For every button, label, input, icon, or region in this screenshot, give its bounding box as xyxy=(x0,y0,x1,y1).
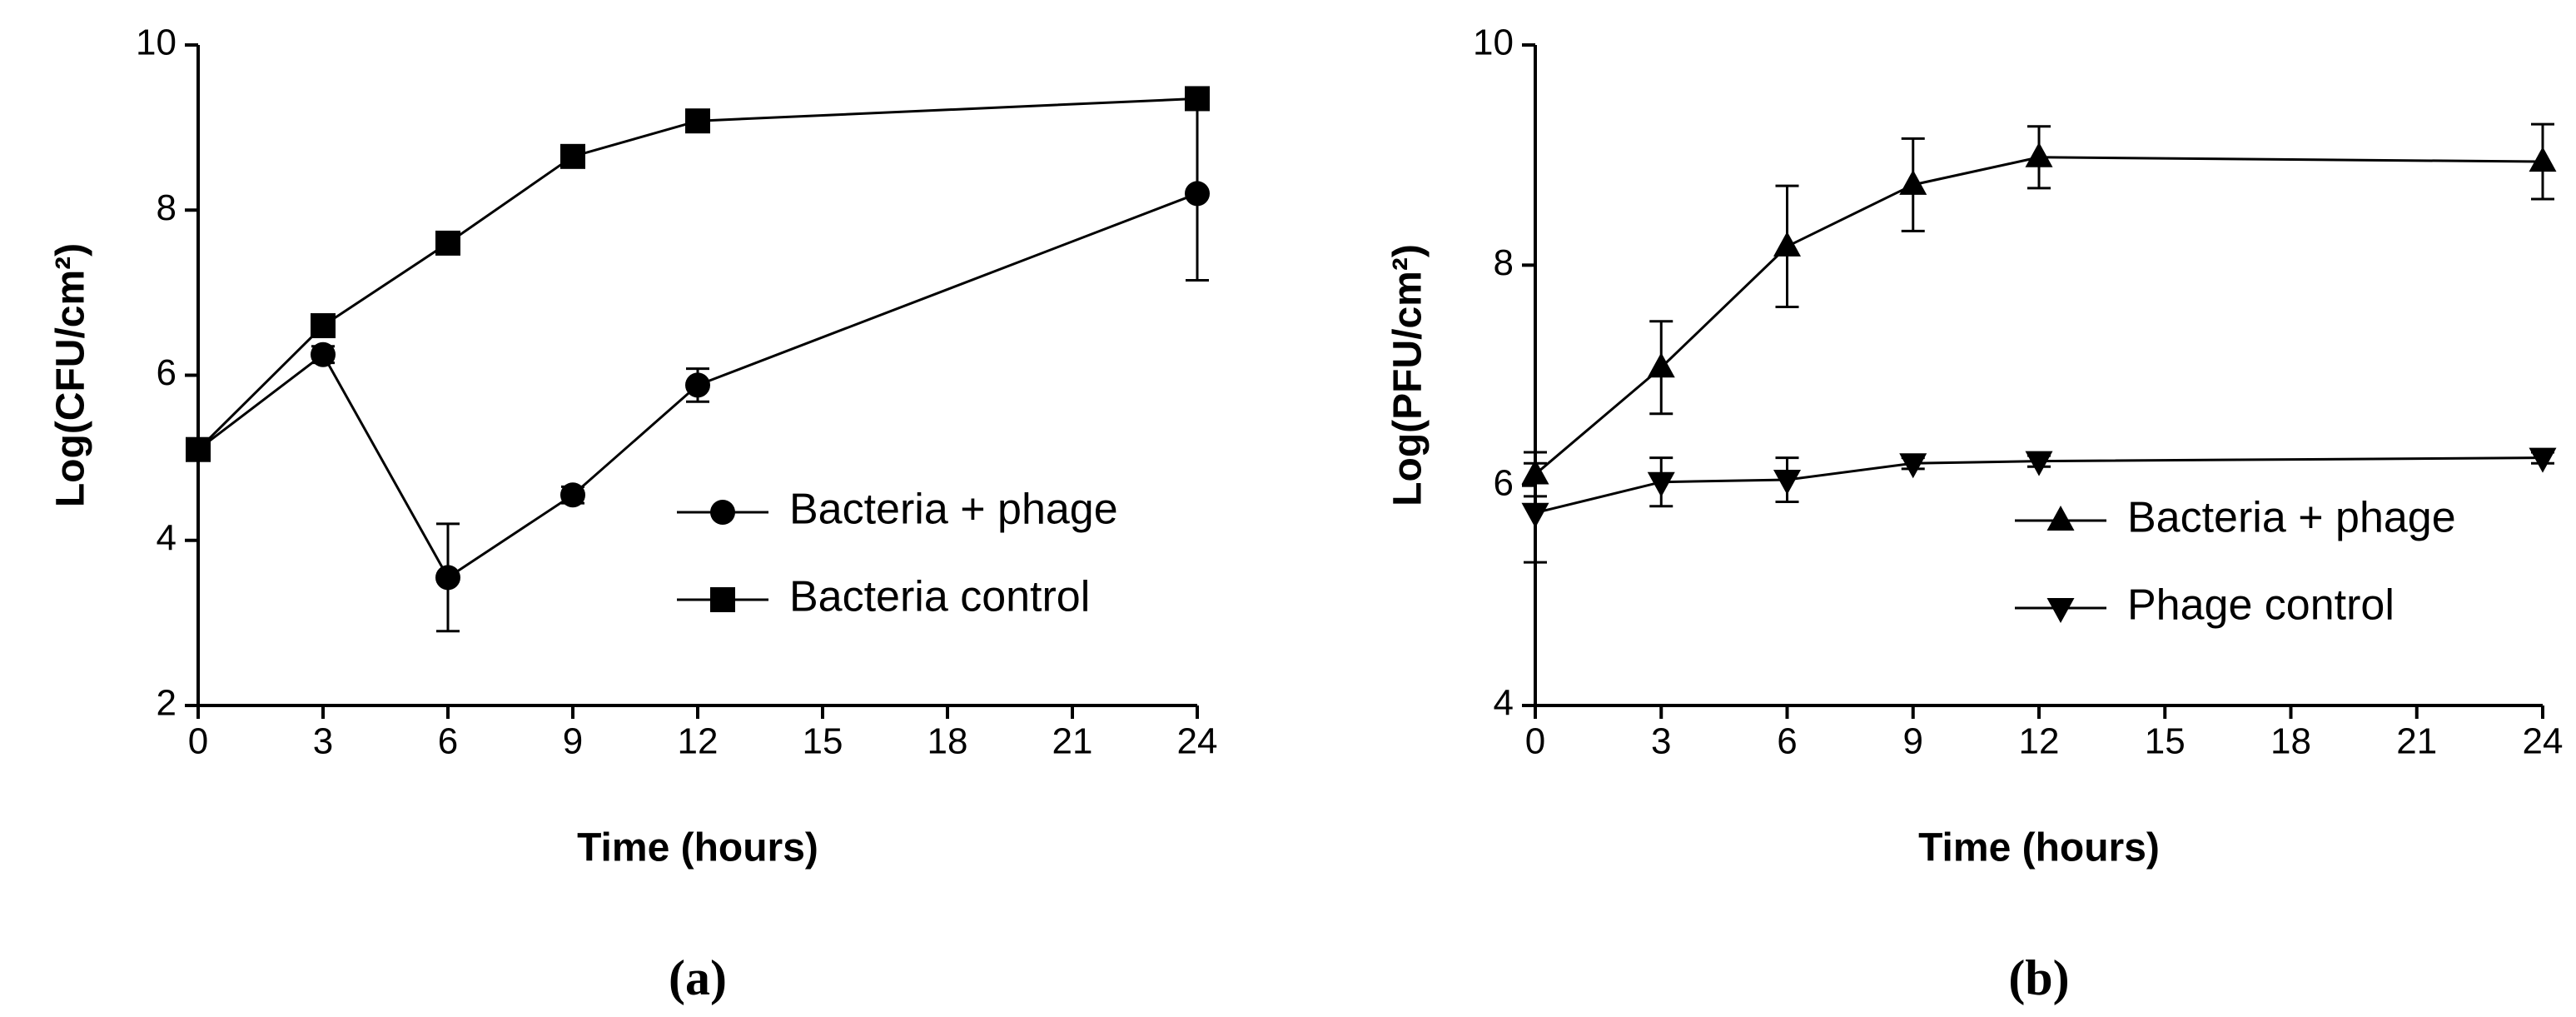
marker xyxy=(1647,352,1675,378)
marker xyxy=(685,108,710,134)
x-tick-label: 12 xyxy=(678,721,719,762)
x-tick-label: 24 xyxy=(2523,721,2564,762)
marker xyxy=(2529,147,2557,172)
x-tick-label: 9 xyxy=(1903,721,1923,762)
legend-marker xyxy=(2046,598,2075,623)
y-tick-label: 8 xyxy=(157,187,177,228)
legend-marker xyxy=(710,587,735,612)
chart-panel: 4 6 8 10 0 3 6 9 12 15 18 21 24 Time (hours) Log(PFU/c… xyxy=(1386,22,2564,1005)
panel-label: (b) xyxy=(2008,950,2069,1005)
x-tick-label: 21 xyxy=(1052,721,1093,762)
marker xyxy=(560,482,585,508)
x-tick-label: 6 xyxy=(438,721,458,762)
marker xyxy=(560,143,585,169)
x-axis-title: Time (hours) xyxy=(577,826,818,870)
x-tick-label: 21 xyxy=(2396,721,2437,762)
panel-label: (a) xyxy=(669,950,727,1005)
x-tick-label: 15 xyxy=(2145,721,2186,762)
legend-marker xyxy=(710,500,735,525)
x-tick-label: 0 xyxy=(188,721,208,762)
marker xyxy=(1899,453,1927,479)
marker xyxy=(1185,86,1210,112)
y-axis-title: Log(PFU/cm²) xyxy=(1386,244,1430,506)
marker xyxy=(1185,181,1210,207)
marker xyxy=(2025,451,2053,476)
line xyxy=(1534,156,2544,476)
x-tick-label: 6 xyxy=(1777,721,1797,762)
x-tick-label: 3 xyxy=(313,721,333,762)
x-tick-label: 18 xyxy=(927,721,968,762)
marker xyxy=(1899,169,1927,195)
legend-marker xyxy=(2046,506,2075,531)
x-tick-label: 24 xyxy=(1177,721,1218,762)
legend-label: Phage control xyxy=(2127,581,2394,630)
y-tick-label: 4 xyxy=(157,517,177,558)
marker xyxy=(685,372,710,398)
marker xyxy=(2025,142,2053,167)
legend-label: Bacteria + phage xyxy=(2127,494,2456,542)
x-tick-label: 15 xyxy=(803,721,843,762)
y-tick-label: 10 xyxy=(136,22,177,63)
marker xyxy=(1773,470,1801,496)
x-tick-label: 12 xyxy=(2019,721,2060,762)
marker xyxy=(311,313,336,339)
marker xyxy=(2529,447,2557,473)
y-tick-label: 4 xyxy=(1494,683,1514,724)
x-tick-label: 3 xyxy=(1651,721,1671,762)
y-tick-label: 6 xyxy=(157,352,177,393)
legend-label: Bacteria control xyxy=(789,573,1090,621)
x-tick-label: 9 xyxy=(563,721,583,762)
marker xyxy=(435,230,460,256)
line xyxy=(197,192,1198,580)
marker xyxy=(311,341,336,367)
y-tick-label: 10 xyxy=(1473,22,1514,63)
marker xyxy=(1647,471,1675,497)
line xyxy=(1534,456,2544,515)
y-axis-title: Log(CFU/cm²) xyxy=(49,243,93,507)
legend-label: Bacteria + phage xyxy=(789,486,1118,534)
marker xyxy=(1773,231,1801,257)
x-axis-title: Time (hours) xyxy=(1918,826,2160,870)
x-tick-label: 18 xyxy=(2270,721,2311,762)
marker xyxy=(1521,502,1549,528)
y-tick-label: 2 xyxy=(157,683,177,724)
line xyxy=(196,97,1198,451)
marker xyxy=(186,436,211,462)
x-tick-label: 0 xyxy=(1525,721,1545,762)
marker xyxy=(435,565,460,591)
y-tick-label: 6 xyxy=(1494,462,1514,503)
y-tick-label: 8 xyxy=(1494,242,1514,283)
